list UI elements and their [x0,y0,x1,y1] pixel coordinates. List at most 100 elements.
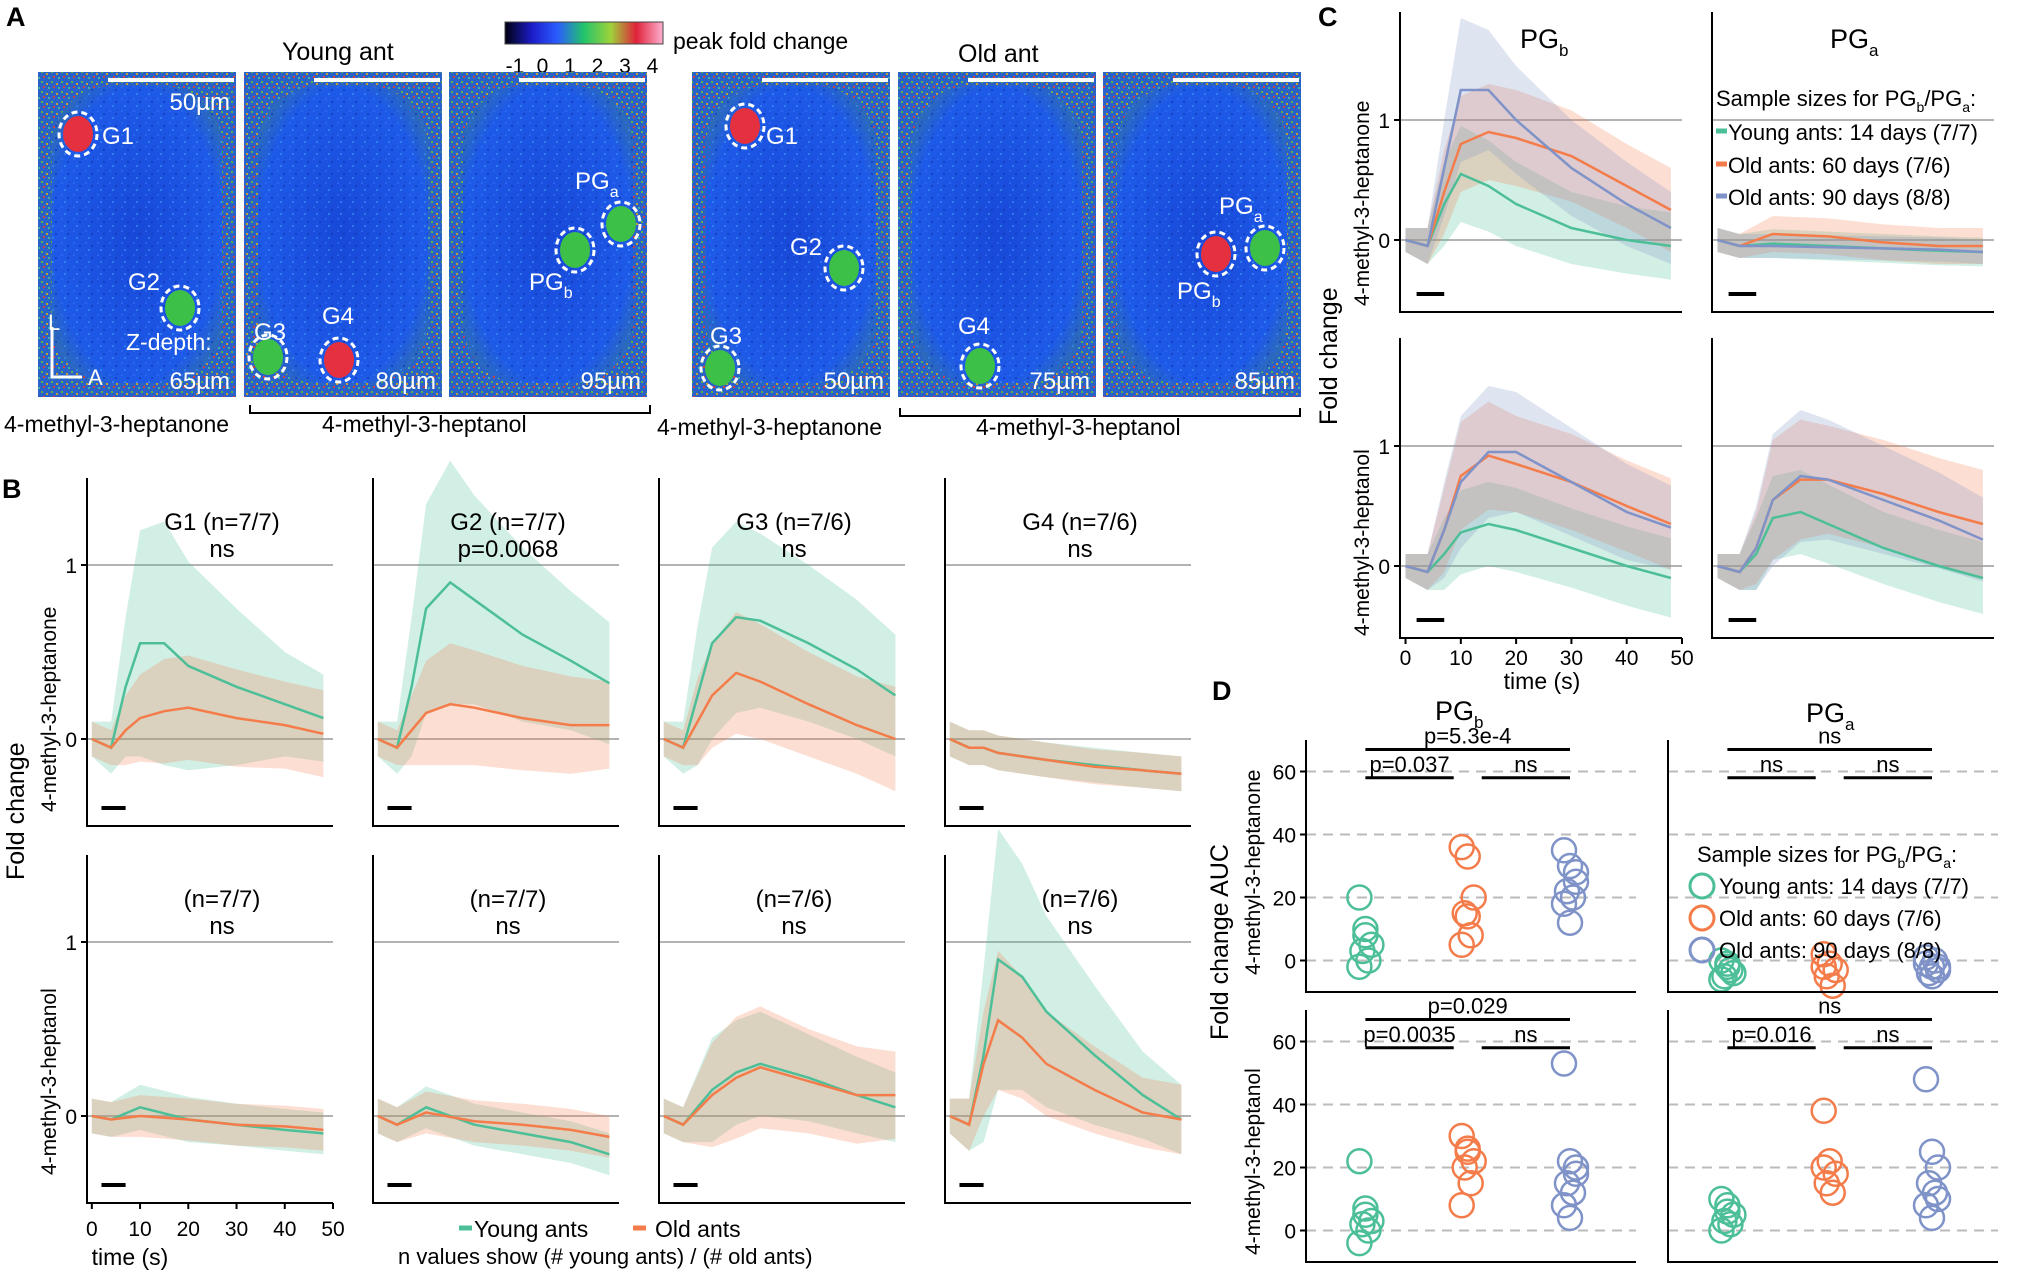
series-line-old [1405,130,1672,248]
panel-b-ylabel: Fold change [2,742,30,880]
glomerulus-label-main: PG [529,269,564,296]
glomerulus-label: G2 [790,234,822,261]
data-point-old90 [1918,1204,1946,1232]
subplot-title: (n=7/7) [470,886,547,913]
glomerulus-outline [1195,230,1237,278]
x-tick-label: 10 [1449,647,1472,670]
y-tick-label: 1 [1378,436,1390,459]
significance-label: ns [1876,752,1899,777]
series-line-old [949,1018,1182,1127]
subplot-title: G2 (n=7/7) [450,509,565,536]
panel-c-col-titles: PGb PGa [1520,24,1879,60]
subplot: G3 (n=7/6)ns [658,478,905,827]
glomerulus-spot [705,350,735,386]
axis-frame [944,478,1191,827]
subplot-stat: ns [781,913,806,940]
x-tick-label: 40 [1615,647,1638,670]
data-point-old90 [1556,1204,1584,1232]
young-stim-heptanone: 4-methyl-3-heptanone [4,411,229,437]
subplot-title: (n=7/6) [756,886,833,913]
data-point-old [1451,1154,1478,1181]
old-stim-heptanol: 4-methyl-3-heptanol [976,414,1181,440]
image-tiles: G1G265µm50µmZ-depth:LAG3G480µmPGaPGb95µm… [38,72,1301,397]
x-tick-label: 0 [86,1218,98,1241]
data-point-old90 [1556,852,1584,880]
data-point-old [1448,1192,1475,1219]
axis-frame [86,855,333,1204]
significance-label: ns [1818,993,1841,1018]
axis-frame [372,478,619,827]
subplot-title: G4 (n=7/6) [1022,509,1137,536]
d-legend-old90-marker [1688,936,1716,964]
colorbar-label: peak fold change [673,28,848,54]
x-tick-label: 0 [1400,647,1412,670]
glomerulus-spot [730,108,760,144]
axis-frame [1711,12,1994,313]
subplot-stat: ns [209,913,234,940]
x-tick-label: 10 [128,1218,151,1241]
significance-label: ns [1514,1022,1537,1047]
data-point-old [1457,1170,1484,1197]
data-point-young [1714,950,1741,977]
series-line-old [377,702,610,750]
young-heptanol-bracket [249,405,651,414]
panel-c-row1-label: 4-methyl-3-heptanone [1351,101,1374,306]
glomerulus-outline [57,110,99,158]
error-band-old90 [1405,18,1671,264]
error-band-old [949,721,1182,792]
x-tick-label: 20 [177,1218,200,1241]
panel-d: D Fold change AUC 4-methyl-3-heptanone 4… [1206,676,1998,1263]
legend-footnote: n values show (# young ants) / (# old an… [398,1244,813,1269]
y-tick-label: 0 [65,729,77,752]
data-point-old [1457,922,1484,949]
glomerulus-label-sub: b [564,285,573,302]
data-point-old90 [1912,1066,1940,1093]
colorbar-gradient [504,21,664,45]
depth-label: 65µm [169,368,230,395]
subplot: G4 (n=7/6)ns [944,478,1191,827]
glomerulus-label-main: G1 [766,123,798,150]
panel-b-xlabel: time (s) [92,1244,169,1270]
panel-d-legend: Sample sizes for PGb/PGa: Young ants: 14… [1688,842,1969,964]
tile-texture [258,86,428,383]
data-point-old90 [1550,1050,1578,1077]
data-point-young [1352,915,1379,943]
data-point-old90 [1924,1154,1952,1181]
subplot: p=5.3e-4 p=0.037 ns 0 20 40 60 [1273,723,1636,993]
glomerulus-spot [560,232,590,268]
error-band-young [663,1011,896,1143]
y-tick-label: 40 [1273,825,1296,848]
subplot-stat: ns [495,913,520,940]
glomerulus-outline [554,226,596,274]
glomerulus-label-main: G3 [254,319,286,346]
depth-label: 75µm [1029,368,1090,395]
d-legend-old60-label: Old ants: 60 days (7/6) [1719,906,1942,931]
glomerulus-outline [724,102,766,150]
panel-b-legend: Young ants Old ants n values show (# you… [398,1216,813,1269]
error-band-young [377,1086,610,1176]
subplot-title: G1 (n=7/7) [164,509,279,536]
axis-frame [1399,12,1682,313]
panel-c-label: C [1318,2,1338,32]
glomerulus-label-sub: a [610,184,619,201]
data-point-old90 [1924,953,1952,981]
series-line-old [663,671,896,750]
data-point-old90 [1924,1185,1952,1213]
data-point-old90 [1562,859,1590,886]
panel-a: A Young ant Old ant -1 0 1 2 3 4 peak fold ch… [4,2,1301,440]
data-point-old [1816,1147,1843,1175]
significance-label: p=0.0035 [1363,1022,1455,1047]
data-point-old [1448,1122,1475,1150]
error-band-old90 [1717,410,1983,590]
data-point-young [1346,884,1373,911]
glomerulus-label: PGb [1177,278,1221,311]
glomerulus-outline [823,244,865,292]
glomerulus-label: G4 [958,313,990,340]
data-point-young [1717,1210,1744,1238]
panel-b-label: B [2,474,22,504]
axis-frame [1305,1010,1636,1263]
series-line-old [91,1114,324,1132]
axis-frame [1305,740,1636,993]
